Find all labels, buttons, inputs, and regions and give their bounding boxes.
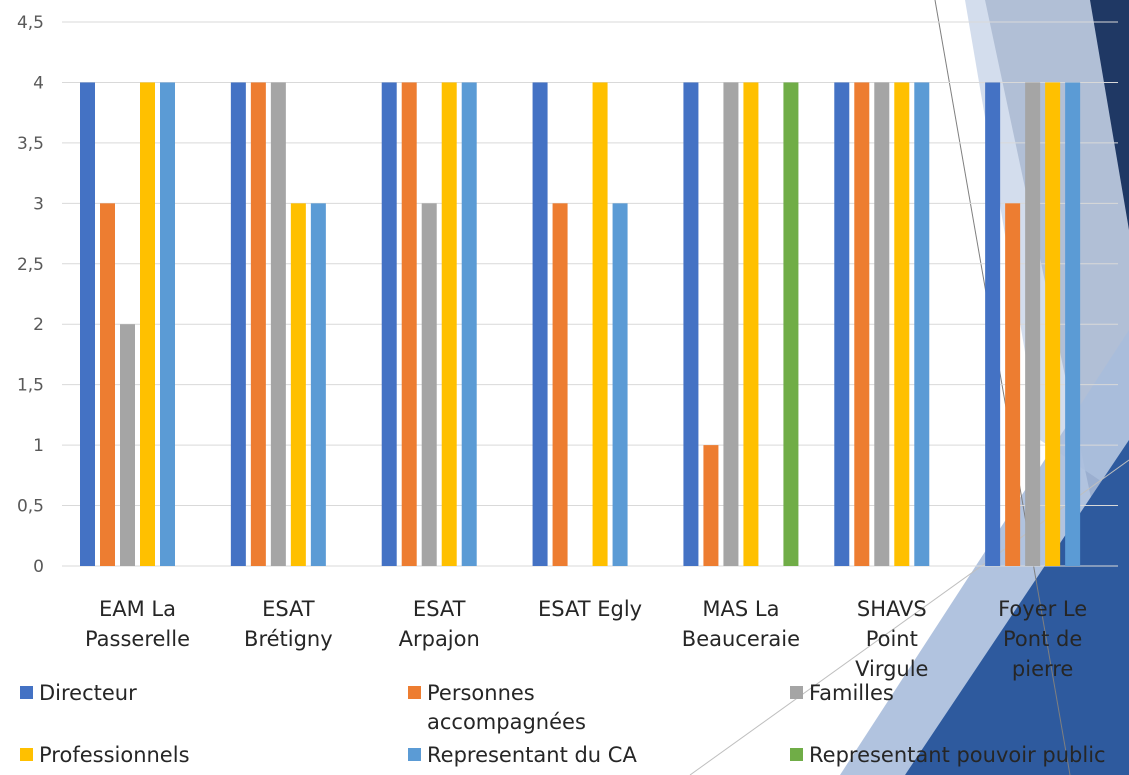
bar (612, 203, 628, 567)
bar (985, 82, 1001, 566)
y-tick-label: 4 (33, 73, 44, 93)
bar (1005, 203, 1021, 567)
legend-label: Representant du CA (427, 743, 637, 767)
bar (270, 82, 286, 566)
legend-label: Professionnels (39, 743, 190, 767)
legend-swatch (408, 686, 421, 699)
bar (381, 82, 397, 566)
bar (230, 82, 246, 566)
slide-thin-line (934, 0, 1071, 775)
bar (743, 82, 759, 566)
legend-swatch (790, 748, 803, 761)
x-tick-label: Passerelle (85, 627, 190, 651)
bar (894, 82, 910, 566)
legend-swatch (790, 686, 803, 699)
bar (401, 82, 417, 566)
x-tick-label: Arpajon (399, 627, 480, 651)
bar (592, 82, 608, 566)
bar (854, 82, 870, 566)
legend-label: Representant pouvoir public (809, 743, 1106, 767)
x-tick-label: EAM La (99, 597, 176, 621)
x-tick-label: Beauceraie (682, 627, 800, 651)
x-tick-label: SHAVS (857, 597, 927, 621)
x-tick-label: ESAT Egly (538, 597, 642, 621)
legend-swatch (408, 748, 421, 761)
bar (140, 82, 155, 566)
x-tick-label: Foyer Le (998, 597, 1087, 621)
y-tick-label: 0,5 (17, 497, 44, 517)
bar (461, 82, 477, 566)
x-tick-label: Brétigny (244, 627, 333, 651)
bar (421, 203, 437, 567)
bar (834, 82, 850, 566)
y-tick-label: 3 (33, 194, 44, 214)
legend-label: Familles (809, 681, 894, 705)
bar (160, 82, 175, 566)
legend-label: accompagnées (427, 710, 586, 734)
x-tick-label: Point (866, 627, 918, 651)
bar (532, 82, 548, 566)
x-tick-label: MAS La (702, 597, 779, 621)
bar (100, 203, 115, 567)
x-tick-label: Pont de (1003, 627, 1082, 651)
y-tick-label: 0 (33, 557, 44, 577)
legend-swatch (20, 686, 33, 699)
bar (683, 82, 699, 566)
bar (1025, 82, 1041, 566)
y-tick-label: 2 (33, 315, 44, 335)
legend-swatch (20, 748, 33, 761)
bar (120, 324, 135, 566)
bar (874, 82, 890, 566)
y-tick-label: 3,5 (17, 134, 44, 154)
legend-label: Personnes (427, 681, 535, 705)
bar (1065, 82, 1081, 566)
bar (1045, 82, 1061, 566)
bar (250, 82, 266, 566)
x-tick-label: ESAT (413, 597, 466, 621)
x-tick-label: ESAT (262, 597, 315, 621)
x-tick-label: Virgule (855, 657, 928, 681)
y-tick-label: 1,5 (17, 376, 44, 396)
bar (80, 82, 95, 566)
y-tick-label: 2,5 (17, 255, 44, 275)
bar (310, 203, 326, 567)
bar (290, 203, 306, 567)
bar (723, 82, 739, 566)
bar (552, 203, 568, 567)
legend-label: Directeur (39, 681, 137, 705)
bar (783, 82, 799, 566)
y-tick-label: 4,5 (17, 13, 44, 33)
y-tick-label: 1 (33, 436, 44, 456)
bar (914, 82, 930, 566)
x-tick-label: pierre (1012, 657, 1073, 681)
bar (703, 445, 719, 566)
bar (441, 82, 457, 566)
